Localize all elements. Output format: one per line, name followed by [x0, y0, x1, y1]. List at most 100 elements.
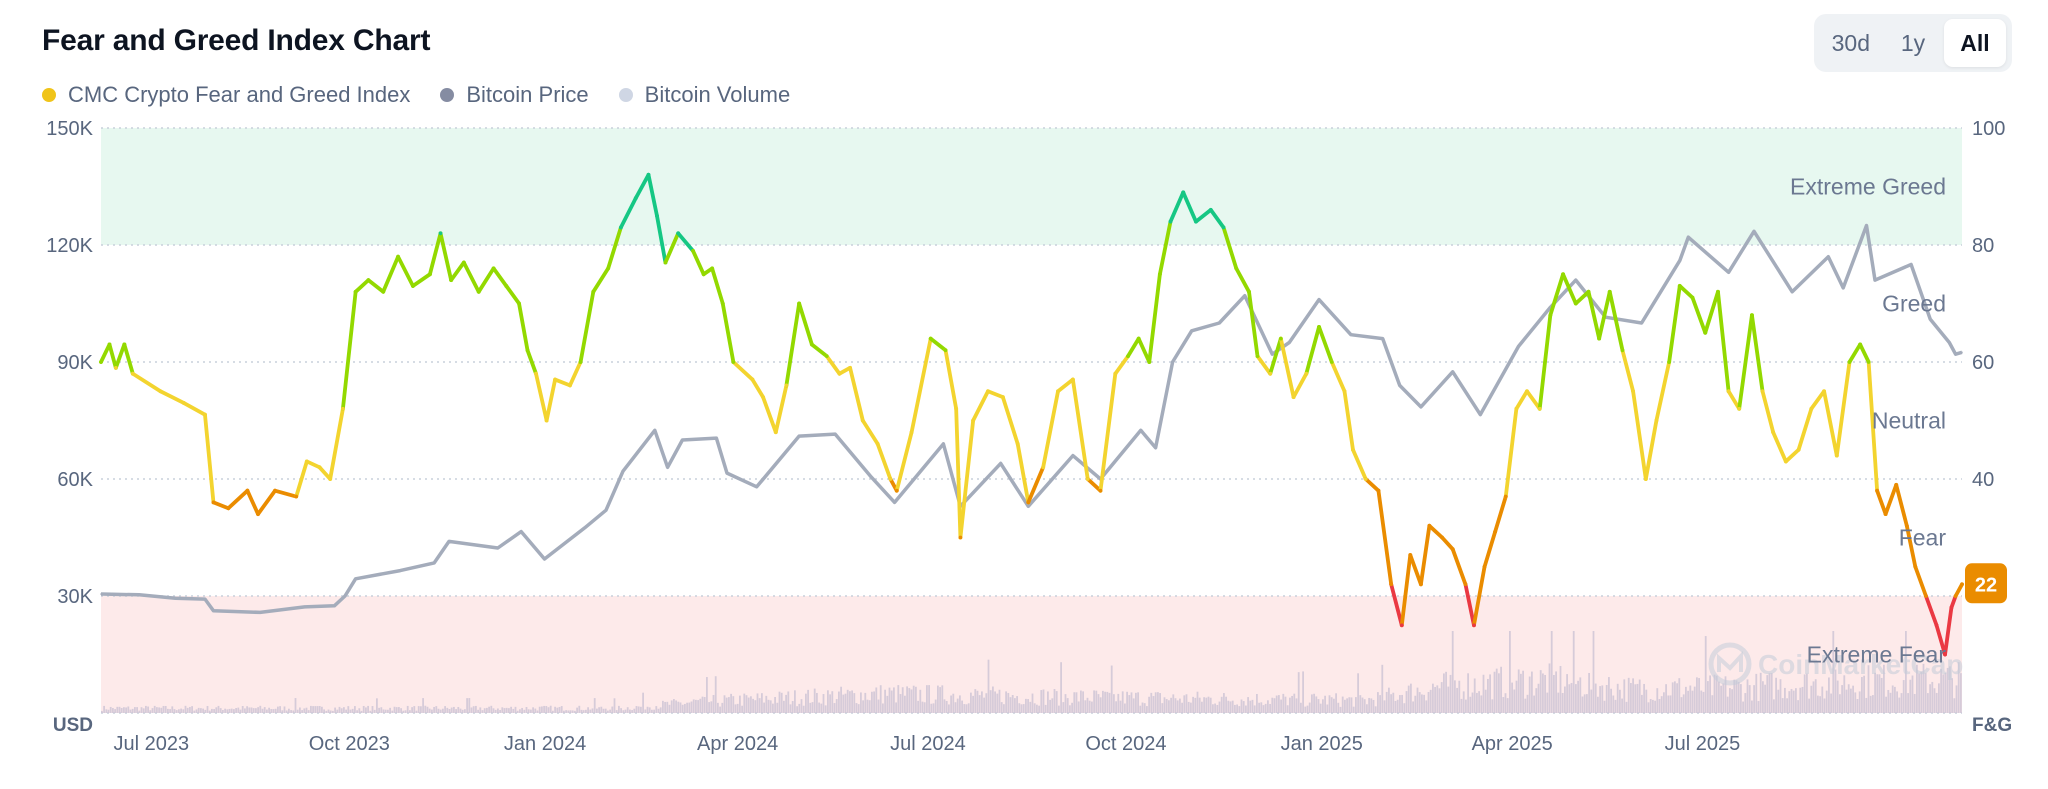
fear-greed-point [1548, 313, 1553, 318]
volume-bar [558, 706, 561, 713]
volume-bar [785, 694, 787, 713]
volume-bar [1744, 693, 1747, 713]
fear-greed-point [1904, 523, 1909, 528]
volume-bar [510, 706, 512, 713]
volume-bar [431, 709, 433, 713]
range-30d-button[interactable]: 30d [1820, 19, 1882, 67]
volume-bar [954, 702, 957, 713]
volume-bar [1348, 697, 1351, 713]
range-all-button[interactable]: All [1944, 19, 2006, 67]
volume-bar [1526, 694, 1529, 713]
volume-bar [646, 706, 649, 713]
legend-label: Bitcoin Price [466, 82, 589, 107]
fear-greed-segment [1716, 289, 1731, 394]
volume-bar [1229, 701, 1232, 713]
volume-bar [992, 686, 994, 713]
volume-bar [754, 700, 757, 713]
volume-bar [695, 699, 697, 713]
volume-bar [1942, 674, 1945, 713]
fear-greed-segment [1620, 348, 1635, 394]
volume-bar [708, 702, 710, 713]
volume-bar [659, 707, 662, 713]
volume-bar [1247, 697, 1249, 713]
volume-bar [928, 685, 930, 713]
fear-greed-segment [1783, 447, 1801, 464]
volume-bar [1878, 674, 1881, 713]
volume-bar [1836, 680, 1839, 713]
legend-item-bitcoin-price[interactable]: Bitcoin Price [440, 82, 589, 108]
fear-greed-segment [1056, 377, 1075, 394]
volume-bar [866, 699, 869, 713]
volume-bar [1185, 694, 1188, 713]
volume-bar [156, 707, 158, 713]
left-axis-tick: 120K [46, 235, 93, 257]
fear-greed-segment [1514, 389, 1529, 411]
volume-bar [1616, 683, 1619, 713]
fear-greed-segment [504, 284, 521, 306]
volume-bar [446, 707, 449, 713]
fear-greed-point [888, 477, 893, 481]
fear-greed-segment [646, 172, 659, 218]
legend-item-bitcoin-volume[interactable]: Bitcoin Volume [618, 82, 790, 108]
x-axis-tick: Oct 2023 [309, 733, 390, 755]
fear-greed-segment [606, 225, 623, 271]
volume-bar [1940, 668, 1942, 713]
volume-bar [1480, 695, 1483, 713]
volume-bar [538, 706, 541, 713]
volume-bar [1658, 699, 1661, 713]
volume-bar [624, 709, 627, 713]
volume-bar [248, 707, 251, 713]
volume-bar [1504, 693, 1507, 713]
fear-greed-point [353, 289, 358, 294]
volume-bar [780, 692, 783, 713]
volume-bar [1042, 689, 1045, 713]
fear-greed-segment [1399, 553, 1413, 628]
volume-bar [1592, 631, 1595, 713]
volume-bar [1524, 698, 1527, 713]
volume-bar [239, 709, 242, 713]
volume-bar [1731, 689, 1733, 713]
volume-bar [1887, 689, 1890, 713]
fear-greed-segment [1450, 547, 1468, 587]
volume-bar [1627, 677, 1630, 713]
volume-bar [1341, 696, 1344, 713]
volume-bar [189, 706, 191, 713]
volume-bar [367, 705, 369, 713]
volume-bar [1544, 674, 1546, 713]
volume-bar [686, 702, 688, 713]
fear-greed-segment [1809, 389, 1826, 411]
price-point [1753, 230, 1755, 233]
legend-item-fear-greed[interactable]: CMC Crypto Fear and Greed Index [42, 82, 410, 108]
volume-bar [1311, 694, 1313, 713]
fear-greed-segment [1750, 313, 1765, 394]
fear-greed-segment [1943, 605, 1954, 657]
volume-bar [1797, 700, 1799, 713]
volume-bar [1443, 673, 1445, 713]
volume-bar [904, 695, 906, 713]
fear-greed-segment [1113, 354, 1130, 376]
volume-bar [508, 708, 510, 713]
fear-greed-point [504, 284, 509, 288]
range-1y-button[interactable]: 1y [1882, 19, 1944, 67]
volume-bar [1418, 692, 1421, 713]
fear-greed-point [1194, 219, 1198, 224]
volume-bar [970, 692, 972, 713]
zone-band-extreme-greed [101, 128, 1962, 245]
volume-bar [721, 702, 724, 713]
volume-bar [1161, 703, 1164, 713]
volume-bar [488, 706, 490, 713]
volume-bar [1751, 700, 1753, 713]
volume-bar [1421, 694, 1423, 713]
volume-bar [1282, 693, 1285, 713]
volume-bar [846, 689, 849, 713]
volume-bar [1381, 664, 1384, 713]
price-point [344, 595, 346, 597]
volume-bar [1614, 699, 1617, 713]
volume-bar [1865, 697, 1868, 713]
volume-bar [1704, 636, 1707, 713]
volume-bar [351, 708, 354, 713]
volume-bar [1674, 681, 1676, 713]
volume-bar [622, 710, 625, 713]
fear-greed-point [761, 395, 765, 399]
